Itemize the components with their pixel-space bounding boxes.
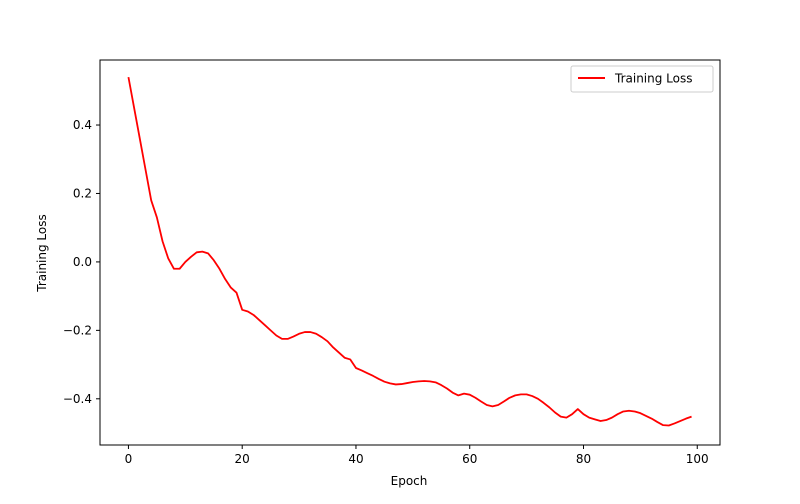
x-axis-label: Epoch xyxy=(391,474,428,488)
x-tick-label: 40 xyxy=(348,452,363,466)
y-tick-label: 0.4 xyxy=(73,118,92,132)
legend-frame xyxy=(570,65,714,93)
legend-label: Training Loss xyxy=(614,72,692,86)
y-tick-label: 0.0 xyxy=(73,255,92,269)
x-axis: 0 20 40 60 80 100 xyxy=(125,445,709,466)
x-tick-label: 60 xyxy=(462,452,477,466)
y-tick-label: −0.4 xyxy=(63,392,92,406)
legend: Training Loss xyxy=(570,65,714,93)
axes-frame xyxy=(99,59,721,446)
x-tick-label: 0 xyxy=(125,452,133,466)
x-tick-label: 100 xyxy=(686,452,709,466)
x-tick-label: 20 xyxy=(235,452,250,466)
series-line-0 xyxy=(127,76,692,427)
y-tick-label: 0.2 xyxy=(73,186,92,200)
x-tick-label: 80 xyxy=(576,452,591,466)
plot-area xyxy=(99,59,721,446)
y-axis: −0.4 −0.2 0.0 0.2 0.4 xyxy=(63,118,100,406)
y-axis-label: Training Loss xyxy=(35,214,49,292)
y-tick-label: −0.2 xyxy=(63,323,92,337)
